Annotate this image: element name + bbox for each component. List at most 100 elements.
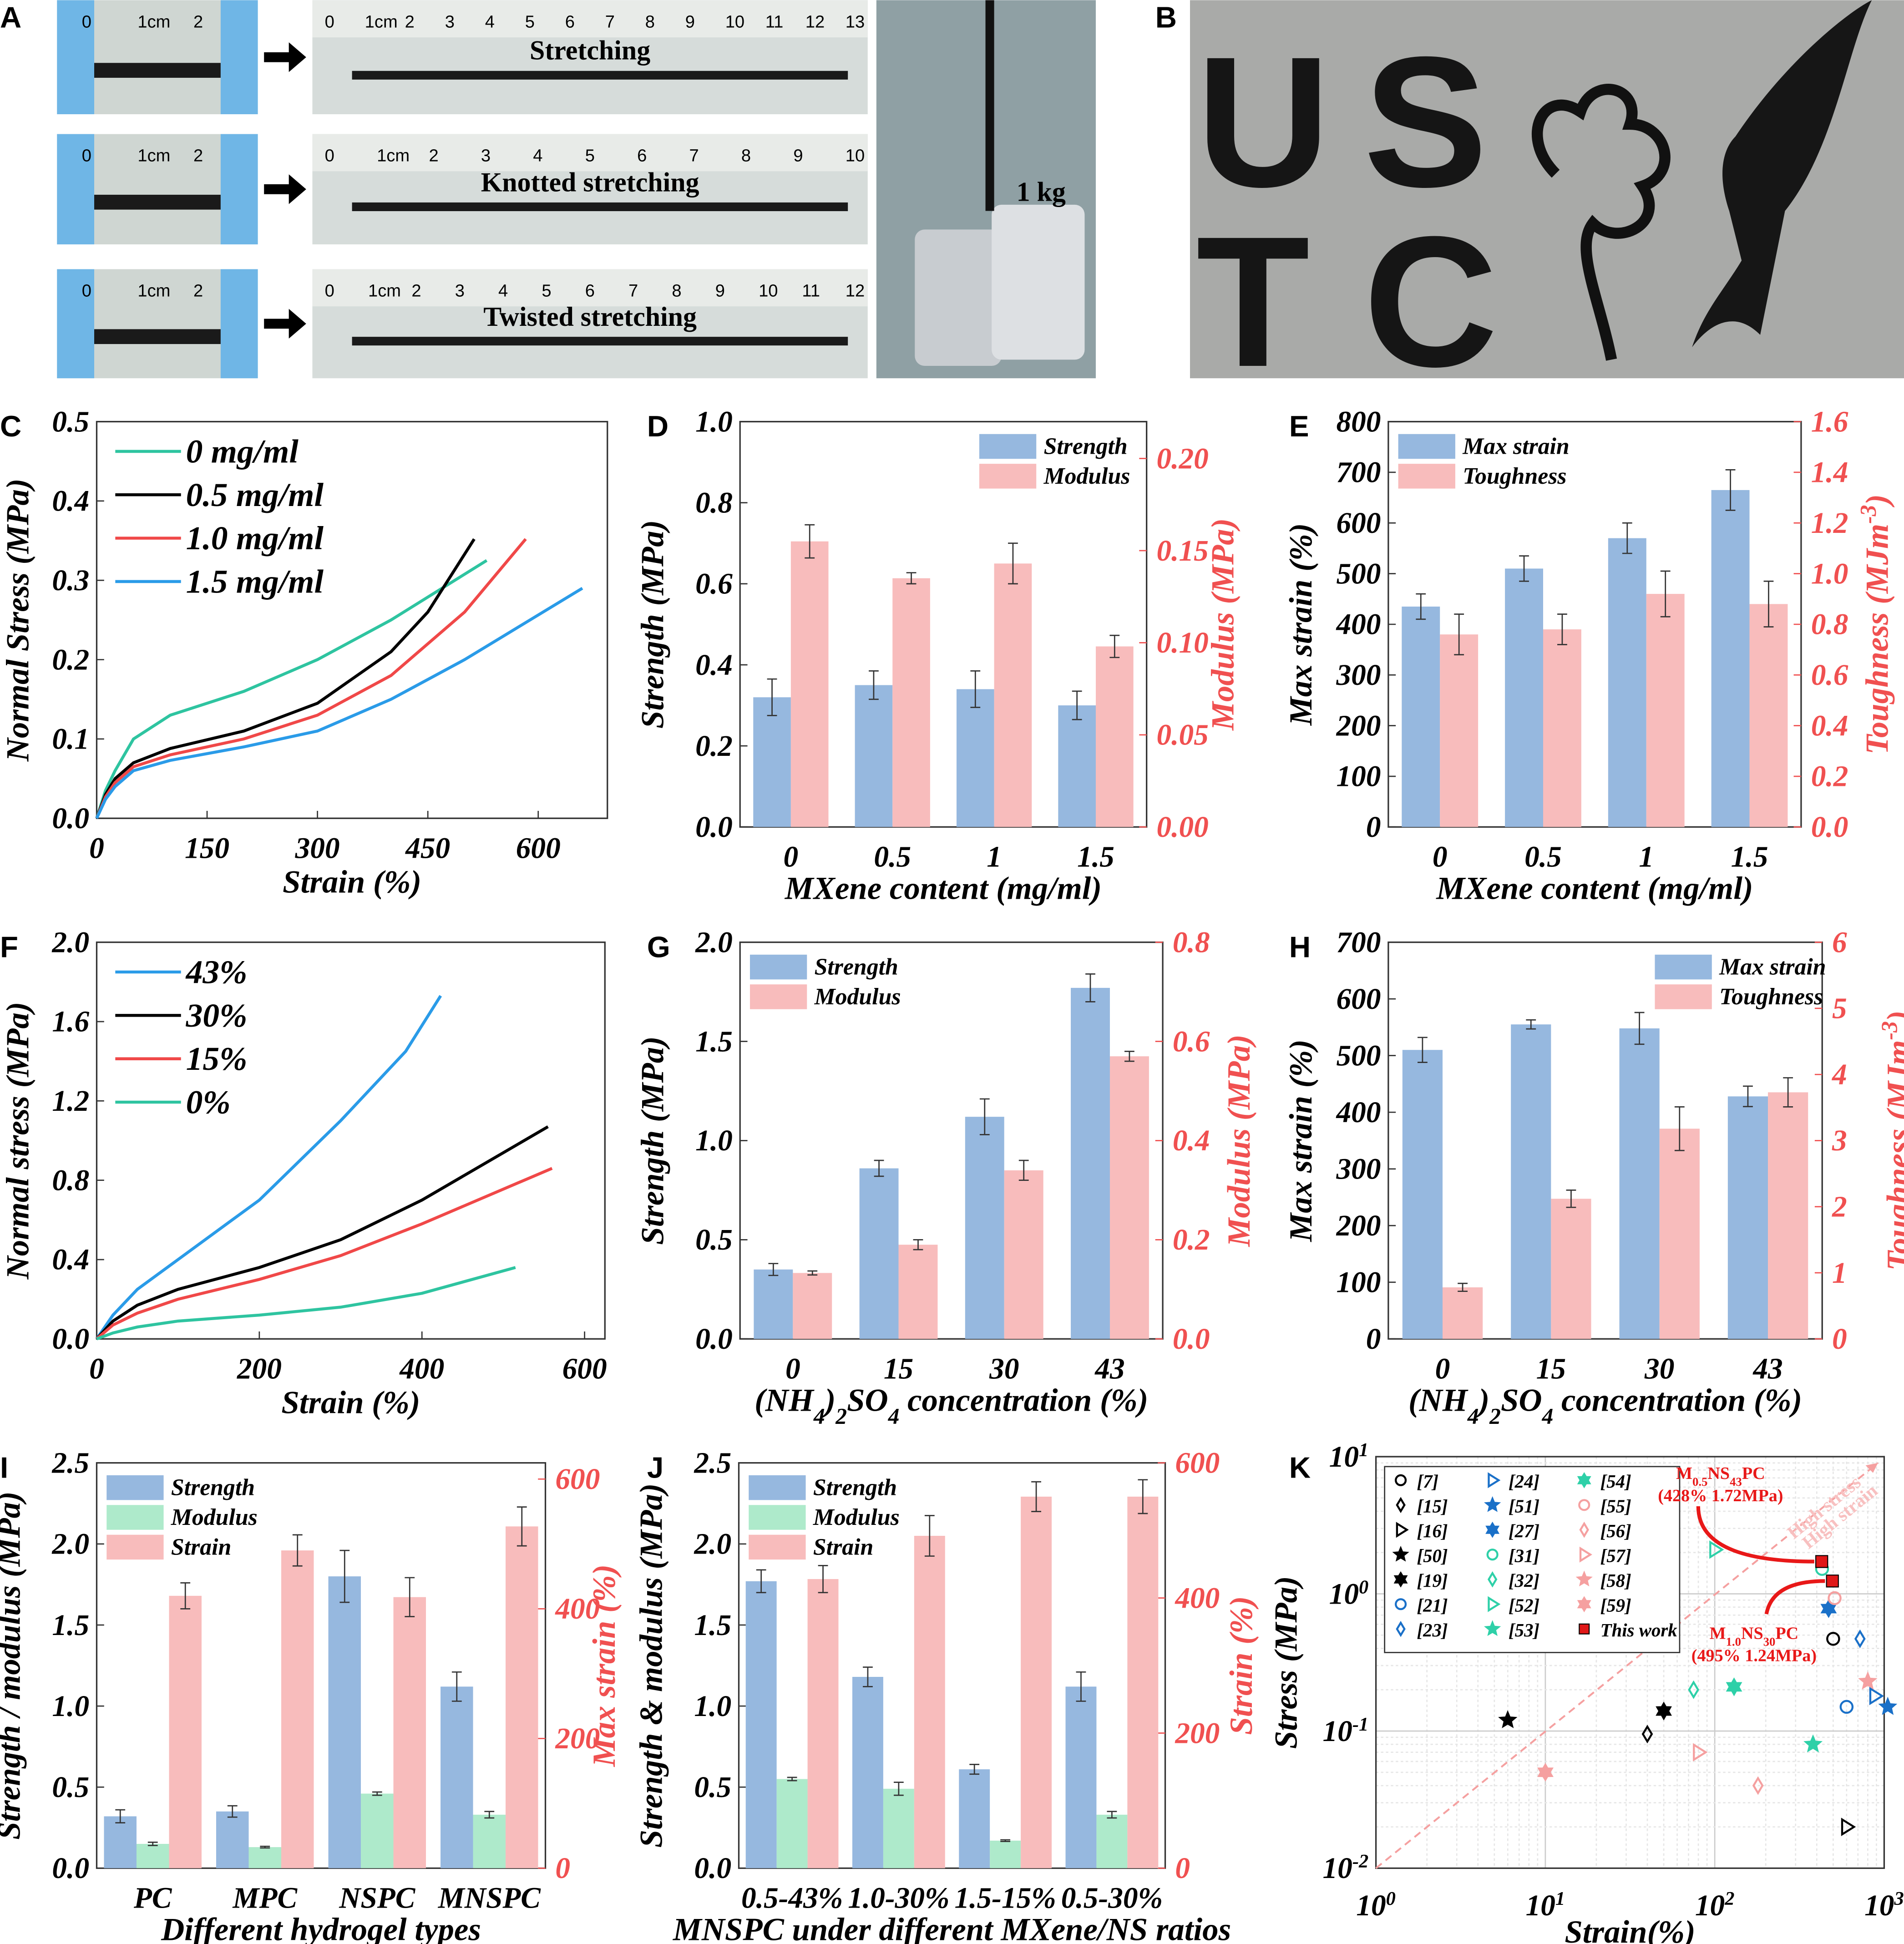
bar	[1768, 1092, 1808, 1339]
error-bar	[874, 1159, 884, 1177]
bar	[1021, 1496, 1052, 1868]
weight-label: 1 kg	[1017, 177, 1066, 207]
legend-label: Max strain	[1719, 954, 1826, 980]
tick-exp: -1	[1352, 1713, 1368, 1735]
ruler-mark: 3	[481, 146, 491, 166]
y-tick-label: 101	[1329, 1439, 1369, 1473]
bar	[1065, 1686, 1097, 1868]
tick-base: 10	[1323, 1715, 1352, 1748]
legend-swatch	[106, 1534, 164, 1560]
x-tick-label: 15	[884, 1352, 913, 1385]
ruler-mark: 7	[628, 281, 638, 300]
y-tick-label: 1.0	[695, 405, 733, 438]
plot-frame	[1375, 1456, 1885, 1869]
y-tick-label: 200	[1336, 709, 1381, 742]
y2-tick-label: 0	[1832, 1323, 1847, 1356]
error-bar	[807, 1270, 818, 1276]
legend-label: [59]	[1600, 1595, 1631, 1616]
bar	[859, 1168, 899, 1339]
ruler-mark: 2	[193, 12, 203, 31]
marker-circle	[1839, 1700, 1854, 1714]
bar	[281, 1550, 314, 1868]
y-tick-label: 400	[1335, 1096, 1381, 1129]
error-bar	[1107, 1811, 1117, 1819]
y-tick-label: 2.0	[695, 926, 733, 959]
y-tick-label: 0.0	[694, 1852, 731, 1885]
error-bar	[913, 1239, 923, 1250]
tick-exp: 0	[1386, 1888, 1396, 1909]
y-axis-label: Strength / modulus (MPa)	[0, 1491, 27, 1839]
label-part: Toughness (MJm	[1860, 524, 1895, 754]
legend-label: 1.0 mg/ml	[186, 519, 324, 557]
x-tick-label: 600	[516, 832, 561, 865]
y-tick-label: 0.8	[695, 487, 733, 520]
plot-frame	[96, 420, 608, 819]
y2-tick-label: 600	[555, 1463, 600, 1496]
error-bar	[1076, 1671, 1086, 1702]
x-tick-label: 100	[1356, 1888, 1396, 1922]
bar	[990, 1840, 1021, 1868]
legend-label: [23]	[1417, 1620, 1448, 1640]
legend-label: 1.5 mg/ml	[186, 562, 324, 600]
plot-frame	[96, 941, 606, 1340]
y2-tick-label: 0.00	[1156, 811, 1208, 844]
ruler-mark: 11	[765, 12, 784, 31]
y2-tick-label: 1.0	[1811, 557, 1848, 590]
marker-circle	[1826, 1632, 1840, 1646]
ruler-mark: 8	[741, 146, 751, 166]
y-tick-label: 1.5	[695, 1025, 733, 1058]
glove	[220, 0, 258, 115]
stretched-sample	[352, 202, 848, 211]
y2-axis-label: Toughness (MJm-3)	[1876, 1011, 1904, 1271]
label-part: MNSPC under different MXene/NS ratios	[673, 1912, 1231, 1944]
bar	[1071, 987, 1110, 1339]
marker-diamond	[1854, 1629, 1866, 1648]
ruler	[312, 134, 868, 172]
marker-diamond	[1396, 1620, 1406, 1637]
legend-label: This work	[1600, 1620, 1678, 1640]
photo-caption: Knotted stretching	[481, 167, 699, 197]
bar	[745, 1581, 777, 1868]
annotation-title: M1.0NS30PC	[1710, 1624, 1799, 1648]
photo-row-0: 0 1cm 2 0 1cm 2 3 4 5 6 7 8 9 10 11 12 13 Stretching	[57, 0, 868, 115]
bar	[892, 578, 930, 827]
legend-label: [58]	[1600, 1570, 1631, 1591]
ruler	[312, 0, 868, 38]
y2-tick-label: 4	[1831, 1058, 1847, 1091]
label-part: Modulus (MPa)	[1221, 1034, 1257, 1247]
legend-label: [7]	[1417, 1471, 1438, 1492]
ruler-mark: 7	[689, 146, 699, 166]
y-tick-label: 1.6	[52, 1006, 89, 1038]
label-part: -3	[1855, 505, 1880, 524]
ruler-mark: 6	[585, 281, 595, 300]
ruler-mark: 1cm	[377, 146, 410, 166]
y2-tick-label: 0.6	[1811, 659, 1848, 692]
y2-tick-label: 0.8	[1173, 926, 1210, 959]
y-axis-label: Strength (MPa)	[635, 520, 670, 729]
label-part: Strain (%)	[1224, 1596, 1259, 1735]
label-part: MXene content (mg/ml)	[1436, 871, 1753, 906]
chart-I: 0.0 0.5 1.0 1.5 2.0 2.5 0 200 400 600 PC MPC NSPC MNS…	[0, 1447, 622, 1944]
series-line	[95, 587, 583, 819]
y-tick-label: 10-2	[1323, 1851, 1369, 1885]
error-bar	[1418, 1037, 1428, 1063]
legend-label: [55]	[1600, 1496, 1631, 1517]
bar	[793, 1273, 832, 1339]
bar	[1058, 705, 1096, 827]
y2-tick-label: 0.15	[1156, 535, 1208, 567]
y2-tick-label: 400	[554, 1593, 600, 1625]
x-tick-label: 1	[987, 840, 1002, 873]
legend-label: [27]	[1509, 1521, 1539, 1541]
label-part: 30	[1763, 1635, 1776, 1648]
photo-row-2: 0 1cm 2 0 1cm 2 3 4 5 6 7 8 9 10 11 12 Twisted stretchin…	[57, 269, 868, 379]
panel-label-K: K	[1289, 1451, 1311, 1484]
tick-base: 10	[1323, 1852, 1352, 1885]
y-axis-label: Strength & modulus (MPa)	[634, 1483, 669, 1848]
legend-label: [56]	[1600, 1521, 1631, 1541]
bar	[1511, 1024, 1551, 1339]
label-part: Different hydrogel types	[161, 1912, 481, 1944]
error-bar	[805, 524, 815, 559]
label-part: 4	[888, 1403, 900, 1428]
x-axis-label: (NH4)2SO4 concentration (%)	[755, 1382, 1148, 1428]
